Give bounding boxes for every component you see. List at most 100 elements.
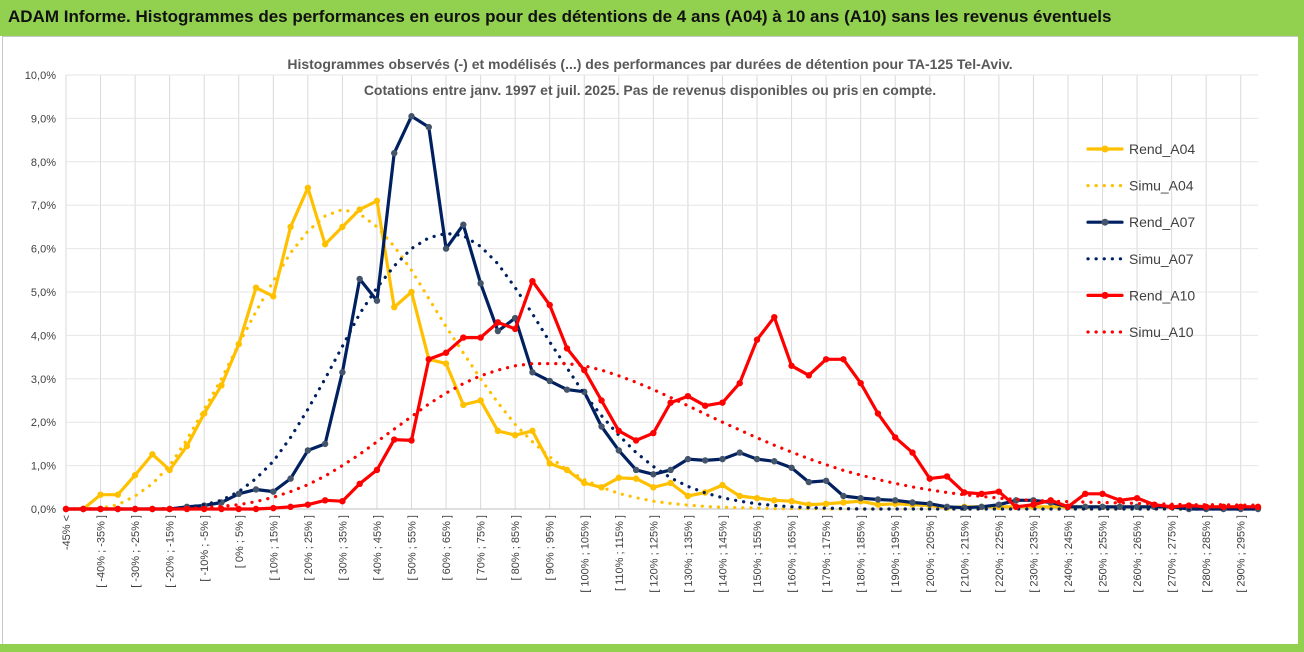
x-tick-label: [ 30% ; 35% ] — [337, 515, 349, 580]
series-line-rend-a10 — [64, 279, 1260, 511]
data-point — [719, 455, 726, 463]
data-point — [511, 314, 519, 322]
x-tick-label: [ 40% ; 45% ] — [372, 515, 384, 580]
data-point — [494, 327, 502, 335]
x-tick-label: [ 90% ; 95% ] — [545, 515, 557, 580]
data-point — [684, 455, 692, 463]
legend-label: Simu_A04 — [1129, 178, 1194, 194]
data-point — [356, 206, 363, 213]
x-tick-label: [ 290% ; 295% ] — [1236, 515, 1248, 593]
series-line-simu-a07 — [64, 231, 1260, 511]
data-point — [788, 497, 795, 505]
data-point — [667, 479, 674, 487]
x-tick-label: [ 280% ; 285% ] — [1201, 515, 1213, 593]
series-line-simu-a10 — [64, 362, 1260, 511]
data-point — [753, 455, 761, 463]
x-tick-label: [ 110% ; 115% ] — [614, 515, 626, 591]
data-point — [131, 505, 139, 513]
data-point — [598, 423, 605, 430]
x-tick-label: [ 270% ; 275% ] — [1167, 515, 1179, 593]
data-point — [460, 334, 467, 341]
data-point — [926, 475, 933, 482]
x-tick-label: [ 210% ; 215% ] — [959, 515, 971, 593]
x-tick-label: [ 60% ; 65% ] — [441, 515, 453, 580]
data-point — [874, 410, 882, 417]
data-point — [391, 303, 398, 311]
y-tick-label: 5,0% — [31, 287, 56, 299]
data-point — [753, 494, 761, 502]
frame-right — [1298, 36, 1304, 652]
x-tick-label: [ -30% ; -25% ] — [130, 515, 142, 588]
data-point — [805, 372, 813, 379]
x-tick-label: [ 100% ; 105% ] — [579, 515, 591, 593]
data-point — [373, 297, 381, 304]
data-point — [788, 464, 795, 471]
data-point — [270, 293, 277, 300]
y-tick-label: 0,0% — [31, 504, 56, 516]
data-point — [1237, 503, 1244, 511]
data-point — [1064, 503, 1072, 511]
data-point — [701, 402, 709, 409]
x-tick-label: [ 20% ; 25% ] — [303, 515, 315, 580]
data-point — [563, 386, 571, 393]
data-point — [1030, 501, 1037, 508]
x-tick-label: [ 140% ; 145% ] — [717, 515, 729, 593]
data-point — [460, 401, 467, 409]
data-point — [978, 490, 985, 498]
x-tick-label: [ 260% ; 265% ] — [1132, 515, 1144, 593]
data-point — [788, 362, 795, 369]
data-point — [546, 301, 553, 309]
data-point — [546, 460, 553, 467]
data-point — [736, 492, 743, 500]
x-axis-ticks: -45% < [ -40% ; -35% ] [ -30% ; -25% ] [ -2… — [61, 515, 1248, 593]
data-point — [442, 360, 450, 367]
x-tick-label: [ 200% ; 205% ] — [925, 515, 937, 593]
legend-label: Rend_A10 — [1129, 287, 1195, 303]
data-point — [753, 336, 761, 343]
data-point — [304, 501, 312, 508]
y-tick-label: 1,0% — [31, 461, 56, 473]
data-point — [874, 496, 882, 503]
data-point — [840, 492, 847, 500]
x-tick-label: [ -10% ; -5% ] — [199, 515, 211, 582]
data-point — [131, 471, 139, 479]
data-point — [252, 284, 260, 291]
series-line-rend-a04 — [64, 186, 1260, 511]
data-point — [321, 497, 329, 504]
data-point — [477, 334, 484, 341]
data-point — [667, 466, 674, 474]
x-tick-label: [ 120% ; 125% ] — [648, 515, 660, 593]
data-point — [892, 497, 899, 504]
data-point — [1133, 494, 1141, 502]
series-line-rend-a07 — [64, 114, 1260, 511]
data-point — [321, 440, 329, 448]
data-point — [840, 356, 847, 363]
data-point — [373, 197, 381, 205]
x-tick-label: [ 150% ; 155% ] — [752, 515, 764, 593]
data-point — [909, 499, 916, 506]
data-point — [270, 488, 277, 495]
data-point — [650, 484, 657, 491]
data-point — [252, 486, 260, 493]
data-point — [667, 399, 674, 406]
data-point — [529, 369, 536, 376]
x-tick-label: -45% < — [61, 515, 73, 550]
data-point — [460, 221, 467, 228]
data-point — [304, 184, 312, 192]
y-tick-label: 9,0% — [31, 113, 56, 125]
legend-label: Simu_A07 — [1129, 251, 1194, 267]
legend-label: Rend_A07 — [1129, 214, 1195, 230]
x-tick-label: [ -20% ; -15% ] — [165, 515, 177, 588]
data-point — [270, 504, 277, 512]
data-point — [183, 442, 191, 450]
data-point — [477, 280, 484, 287]
data-point — [218, 382, 225, 389]
data-point — [442, 245, 450, 252]
data-point — [114, 491, 122, 498]
data-point — [563, 345, 571, 352]
x-tick-label: [ 80% ; 85% ] — [510, 515, 522, 580]
data-point — [840, 499, 847, 506]
report-title: ADAM Informe. Histogrammes des performan… — [8, 7, 1112, 26]
data-point — [356, 275, 363, 283]
